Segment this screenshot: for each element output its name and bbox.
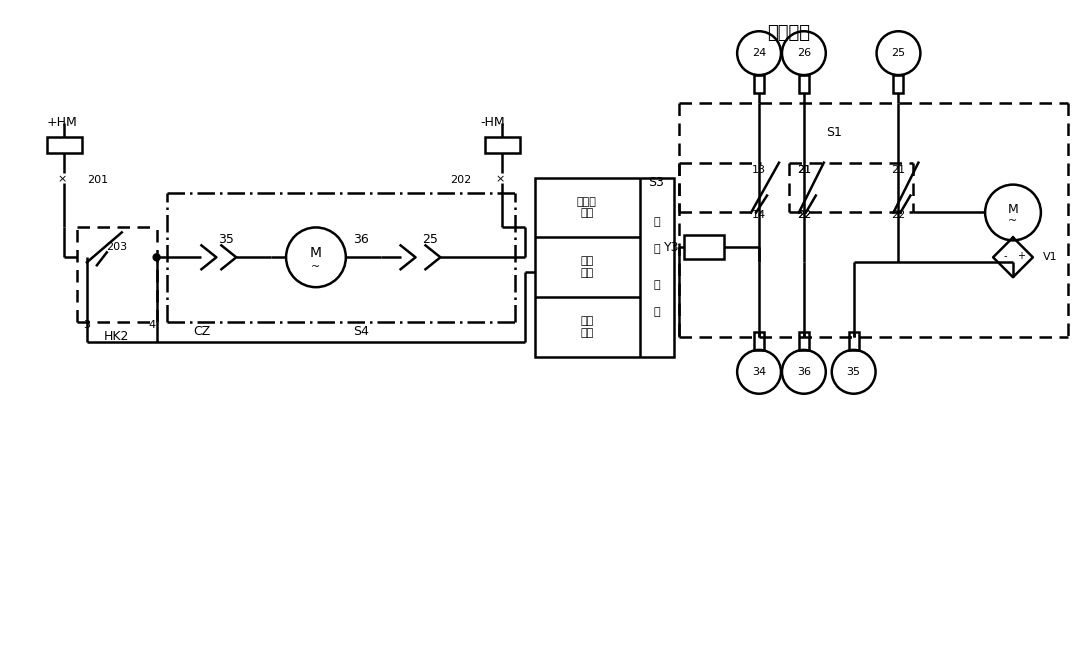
- Text: +: +: [1017, 252, 1025, 261]
- Text: 21: 21: [797, 165, 811, 175]
- Text: 21: 21: [797, 165, 811, 175]
- Text: S4: S4: [353, 325, 368, 338]
- Text: 储能小
母线: 储能小 母线: [577, 196, 597, 218]
- Text: -HM: -HM: [481, 116, 504, 129]
- Text: -: -: [1003, 252, 1007, 261]
- Text: 储能
电机: 储能 电机: [580, 316, 593, 338]
- Bar: [754, 75, 764, 93]
- Text: CZ: CZ: [193, 325, 211, 338]
- Text: 路: 路: [653, 307, 660, 317]
- Bar: [799, 75, 809, 93]
- Bar: [893, 75, 904, 93]
- Text: S1: S1: [826, 126, 841, 139]
- Text: 35: 35: [218, 233, 234, 246]
- Text: ×: ×: [496, 175, 504, 185]
- Text: 空气
开关: 空气 开关: [580, 256, 593, 278]
- Text: 储: 储: [653, 217, 660, 227]
- Text: 22: 22: [797, 210, 811, 221]
- Text: 202: 202: [450, 175, 472, 185]
- Text: M: M: [1008, 203, 1018, 216]
- Text: M: M: [310, 246, 322, 260]
- Text: 21: 21: [891, 165, 905, 175]
- Text: 201: 201: [86, 175, 108, 185]
- Text: 14: 14: [752, 210, 766, 221]
- Text: 能: 能: [653, 244, 660, 254]
- Text: HK2: HK2: [104, 330, 130, 344]
- Text: 35: 35: [847, 367, 861, 377]
- Text: 22: 22: [797, 210, 811, 221]
- Bar: [849, 332, 859, 350]
- Text: 3: 3: [83, 320, 91, 330]
- Bar: [535, 177, 674, 357]
- Text: 36: 36: [797, 367, 811, 377]
- Circle shape: [153, 254, 160, 261]
- Text: V1: V1: [1043, 252, 1057, 262]
- Text: 22: 22: [891, 210, 906, 221]
- Text: 24: 24: [752, 48, 766, 58]
- Text: 4: 4: [148, 320, 156, 330]
- Text: 回: 回: [653, 280, 660, 290]
- Text: 13: 13: [752, 165, 766, 175]
- Text: ~: ~: [1009, 215, 1017, 225]
- Text: 25: 25: [891, 48, 905, 58]
- Text: 25: 25: [422, 233, 438, 246]
- Bar: [799, 332, 809, 350]
- Text: 储能回路: 储能回路: [768, 24, 810, 42]
- Text: ×: ×: [57, 175, 67, 185]
- Bar: [754, 332, 764, 350]
- Text: 26: 26: [797, 48, 811, 58]
- Text: 36: 36: [353, 233, 368, 246]
- Text: Y3: Y3: [664, 241, 679, 254]
- Text: S3: S3: [649, 176, 664, 189]
- Text: 34: 34: [752, 367, 766, 377]
- Text: 203: 203: [106, 242, 127, 252]
- Text: +HM: +HM: [48, 116, 78, 129]
- Bar: [685, 235, 725, 260]
- Text: ~: ~: [311, 262, 321, 272]
- Bar: [48, 137, 82, 152]
- Bar: [485, 137, 521, 152]
